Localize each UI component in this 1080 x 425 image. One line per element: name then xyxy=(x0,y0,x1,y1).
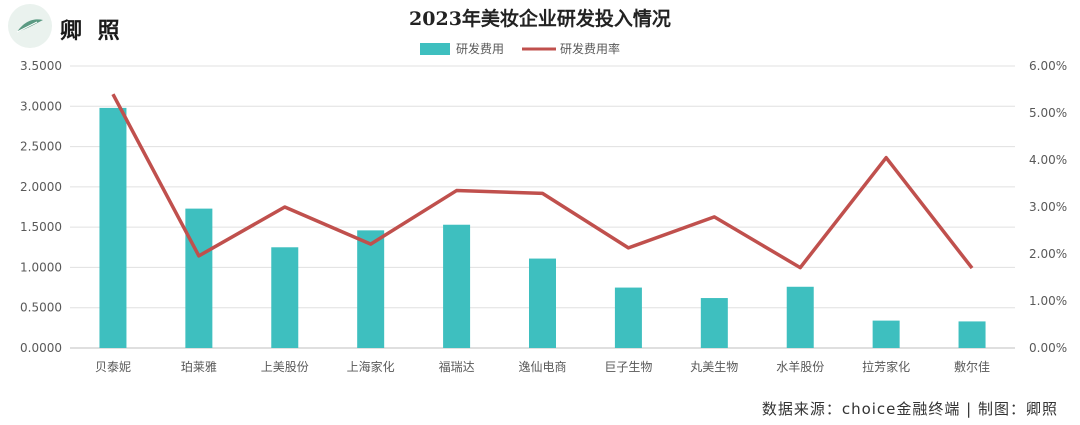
x-tick-label: 逸仙电商 xyxy=(518,359,566,374)
source-note: 数据来源：choice金融终端 | 制图：卿照 xyxy=(761,400,1058,418)
bar-福瑞达 xyxy=(443,224,471,348)
y-right-tick-label: 0.00% xyxy=(1029,341,1067,355)
y-left-tick-label: 0.0000 xyxy=(20,341,62,355)
x-tick-label: 珀莱雅 xyxy=(181,359,217,374)
bar-贝泰妮 xyxy=(99,107,127,348)
leaf-logo-icon xyxy=(16,19,43,33)
bar-拉芳家化 xyxy=(872,320,900,348)
legend-line-label: 研发费用率 xyxy=(560,41,620,56)
bar-series xyxy=(99,107,986,348)
y-left-tick-label: 3.0000 xyxy=(20,99,62,113)
bar-上美股份 xyxy=(271,247,299,348)
x-tick-label: 敷尔佳 xyxy=(954,359,990,374)
logo-text: 卿 照 xyxy=(60,18,124,44)
x-tick-label: 拉芳家化 xyxy=(862,359,910,374)
logo-badge xyxy=(8,4,52,48)
x-axis: 贝泰妮 珀莱雅 上美股份 上海家化 福瑞达 逸仙电商 巨子生物 丸美生物 水羊股份 拉芳家化 敷尔佳 xyxy=(95,359,990,374)
x-tick-label: 丸美生物 xyxy=(690,360,738,374)
legend-bar-label: 研发费用 xyxy=(456,41,504,56)
bar-巨子生物 xyxy=(614,287,642,348)
y-left-tick-label: 1.0000 xyxy=(20,260,62,274)
bar-敷尔佳 xyxy=(958,321,986,348)
bar-水羊股份 xyxy=(786,286,814,348)
y-right-tick-label: 4.00% xyxy=(1029,153,1067,167)
bar-丸美生物 xyxy=(700,298,728,348)
y-right-tick-label: 1.00% xyxy=(1029,294,1067,308)
y-axis-left: 0.0000 0.5000 1.0000 1.5000 2.0000 2.5000 3.00… xyxy=(20,59,62,355)
y-left-tick-label: 0.5000 xyxy=(20,301,62,315)
rate-line xyxy=(111,93,974,270)
bar-上海家化 xyxy=(357,230,385,348)
bar-珀莱雅 xyxy=(185,208,213,348)
x-tick-label: 水羊股份 xyxy=(776,359,824,374)
bar-逸仙电商 xyxy=(529,258,556,348)
y-left-tick-label: 2.0000 xyxy=(20,180,62,194)
y-left-tick-label: 3.5000 xyxy=(20,59,62,73)
x-tick-label: 贝泰妮 xyxy=(95,360,131,374)
y-right-tick-label: 2.00% xyxy=(1029,247,1067,261)
y-right-tick-label: 6.00% xyxy=(1029,59,1067,73)
line-series xyxy=(111,93,974,270)
x-tick-label: 巨子生物 xyxy=(604,360,652,374)
x-tick-label: 上美股份 xyxy=(261,360,309,374)
y-right-tick-label: 5.00% xyxy=(1029,106,1067,120)
y-left-tick-label: 2.5000 xyxy=(20,140,62,154)
x-tick-label: 上海家化 xyxy=(347,359,395,374)
chart-legend: 研发费用 研发费用率 xyxy=(420,41,620,56)
y-right-tick-label: 3.00% xyxy=(1029,200,1067,214)
legend-bar-swatch xyxy=(420,43,450,55)
x-tick-label: 福瑞达 xyxy=(439,359,475,374)
chart-title: 2023年美妆企业研发投入情况 xyxy=(409,8,671,30)
y-axis-right: 0.00% 1.00% 2.00% 3.00% 4.00% 5.00% 6.00% xyxy=(1029,59,1067,355)
y-left-tick-label: 1.5000 xyxy=(20,220,62,234)
